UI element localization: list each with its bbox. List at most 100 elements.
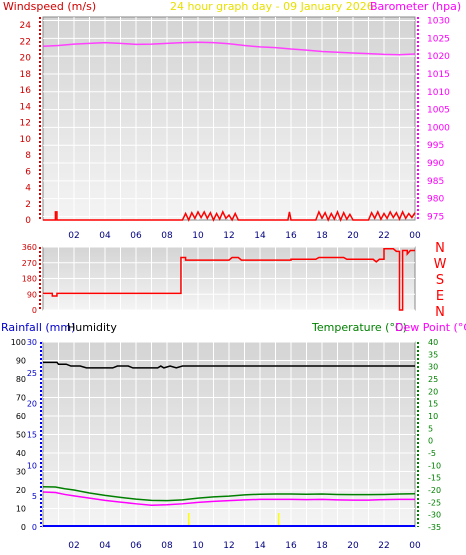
- tick-label: 30: [27, 338, 37, 347]
- tick-label: 18: [316, 541, 328, 551]
- tick-label: 180: [22, 275, 37, 284]
- tick-label: 08: [161, 231, 173, 241]
- tick-label: -10: [428, 461, 441, 470]
- tick-label: 20: [16, 486, 26, 495]
- tick-label: 16: [20, 86, 32, 96]
- tick-label: 00: [409, 541, 421, 551]
- tick-label: 20: [347, 541, 359, 551]
- panel1-series: [42, 41, 416, 223]
- tick-label: 1030: [427, 17, 450, 27]
- wind-baro-panel: Windspeed (m/s) 24 hour graph day - 09 J…: [3, 0, 461, 241]
- tick-label: 22: [20, 37, 31, 47]
- compass-label: W: [434, 257, 447, 272]
- tick-label: 70: [16, 394, 26, 403]
- tick-label: 16: [285, 541, 297, 551]
- tick-label: 1015: [427, 70, 450, 80]
- tick-label: 2: [25, 200, 31, 210]
- tick-label: 15: [428, 400, 438, 409]
- dewpoint-line: [42, 491, 415, 507]
- tick-label: 14: [254, 541, 266, 551]
- humidity-axis: 0 10 20 30 40 50 60 70 80 90 100: [11, 338, 26, 532]
- windspeed-title: Windspeed (m/s): [3, 0, 96, 13]
- tick-label: 975: [427, 212, 444, 222]
- tick-label: 04: [99, 541, 111, 551]
- windspeed-line: [43, 209, 416, 223]
- rainfall-axis: 0 5 10 15 20 25 30: [27, 338, 42, 532]
- tick-label: 5: [428, 424, 433, 433]
- tick-label: 10: [27, 461, 37, 470]
- tick-label: 80: [16, 375, 26, 384]
- panel3-time-axis: 02 04 06 08 10 12 14 16 18 20 22 00: [68, 541, 421, 551]
- tick-label: 14: [254, 231, 266, 241]
- tick-label: 16: [285, 231, 297, 241]
- tick-label: 04: [99, 231, 111, 241]
- tick-label: -25: [428, 498, 441, 507]
- tick-label: 12: [223, 231, 234, 241]
- tick-label: 4: [25, 184, 31, 194]
- tick-label: -5: [428, 449, 436, 458]
- tick-label: 50: [16, 431, 26, 440]
- tick-label: 18: [316, 231, 328, 241]
- temperature-axis: -35 -30 -25 -20 -15 -10 -5 0 5 10 15 20 25 30 35 40: [417, 338, 441, 532]
- tick-label: 14: [20, 102, 32, 112]
- tick-label: 15: [27, 431, 37, 440]
- tick-label: 0: [32, 306, 37, 315]
- tick-label: 10: [428, 412, 438, 421]
- tick-label: 10: [16, 505, 26, 514]
- panel1-time-axis: 02 04 06 08 10 12 14 16 18 20 22 00: [68, 231, 421, 241]
- tick-label: 1000: [427, 123, 450, 133]
- tick-label: -15: [428, 474, 441, 483]
- panel1-grid: [43, 17, 415, 220]
- tick-label: 22: [378, 231, 389, 241]
- dewpoint-title: Dew Point (°C): [395, 321, 466, 334]
- tick-label: 100: [11, 338, 26, 347]
- tick-label: -35: [428, 523, 441, 532]
- tick-label: 12: [223, 541, 234, 551]
- compass-label: E: [436, 289, 444, 304]
- tick-label: 30: [16, 468, 26, 477]
- tick-label: 0: [25, 216, 31, 226]
- tick-label: 60: [16, 412, 26, 421]
- tick-label: -20: [428, 486, 441, 495]
- humidity-title: Humidity: [67, 321, 117, 334]
- tick-label: 40: [428, 338, 438, 347]
- tick-label: 1025: [427, 34, 450, 44]
- tick-label: 8: [25, 151, 31, 161]
- tick-label: 20: [20, 54, 32, 64]
- tick-label: 90: [27, 290, 37, 299]
- barometer-line: [42, 41, 416, 56]
- tick-label: 90: [16, 357, 26, 366]
- temperature-line: [42, 486, 416, 502]
- tick-label: 1020: [427, 52, 450, 62]
- tick-label: 1005: [427, 106, 450, 116]
- tick-label: -30: [428, 511, 441, 520]
- tick-label: 5: [32, 492, 37, 501]
- barometer-title: Barometer (hpa): [370, 0, 461, 13]
- tick-label: 985: [427, 177, 444, 187]
- wind-direction-line: [43, 248, 415, 311]
- tick-label: 02: [68, 541, 79, 551]
- humidity-line: [43, 361, 415, 369]
- tick-label: 06: [130, 541, 142, 551]
- tick-label: 25: [27, 369, 37, 378]
- tick-label: 35: [428, 350, 438, 359]
- tick-label: 06: [130, 231, 142, 241]
- panel2-series: [43, 248, 415, 311]
- tick-label: 0: [32, 523, 37, 532]
- tick-label: 02: [68, 231, 79, 241]
- temperature-title: Temperature (°C): [311, 321, 407, 334]
- direction-axis: 0 90 180 270 360: [22, 243, 41, 315]
- compass-label: N: [435, 305, 445, 320]
- tick-label: 18: [20, 70, 32, 80]
- tick-label: 6: [25, 167, 31, 177]
- tick-label: 08: [161, 541, 173, 551]
- tick-label: 25: [428, 375, 438, 384]
- tick-label: 12: [20, 119, 31, 129]
- tick-label: 360: [22, 243, 37, 252]
- tick-label: 270: [22, 259, 37, 268]
- tick-label: 20: [428, 387, 438, 396]
